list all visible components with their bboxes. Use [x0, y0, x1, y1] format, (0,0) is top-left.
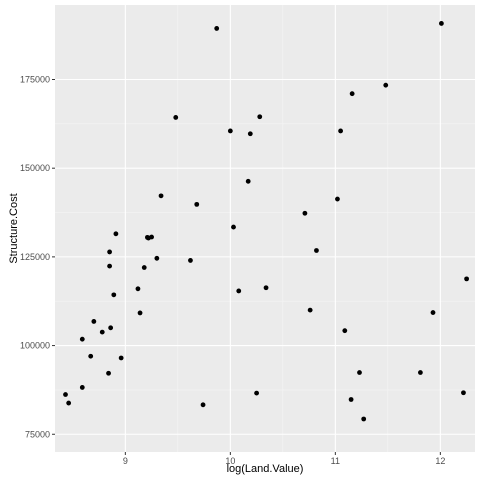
- data-point: [231, 224, 236, 230]
- plot-panel: [55, 5, 475, 452]
- data-point: [141, 265, 147, 270]
- data-point: [79, 385, 85, 390]
- data-point: [99, 329, 105, 335]
- y-tick-label: 100000: [20, 341, 50, 351]
- data-point: [236, 288, 242, 294]
- data-point: [118, 355, 124, 361]
- data-points: [63, 21, 469, 422]
- data-point: [245, 178, 251, 184]
- x-tick-label: 12: [435, 456, 445, 466]
- data-point: [194, 201, 200, 207]
- data-point: [149, 234, 155, 240]
- major-gridlines: [55, 5, 475, 452]
- y-tick-label: 125000: [20, 252, 50, 262]
- data-point: [418, 370, 423, 375]
- data-point: [349, 91, 355, 97]
- y-tick-label: 150000: [20, 163, 50, 173]
- x-tick-label: 11: [331, 456, 340, 466]
- data-point: [200, 402, 206, 408]
- data-point: [338, 128, 343, 134]
- data-point: [135, 286, 141, 292]
- data-point: [214, 26, 220, 31]
- data-point: [461, 390, 466, 396]
- data-point: [113, 231, 119, 237]
- data-point: [79, 336, 85, 342]
- data-point: [307, 307, 313, 313]
- y-tick-label: 75000: [25, 429, 50, 439]
- data-point: [137, 310, 143, 316]
- data-point: [302, 210, 308, 216]
- data-point: [63, 392, 68, 397]
- data-point: [361, 416, 367, 422]
- y-tick-label: 175000: [20, 75, 50, 85]
- data-point: [66, 400, 72, 406]
- data-point: [158, 193, 164, 199]
- data-point: [314, 248, 319, 253]
- data-point: [464, 276, 469, 282]
- data-point: [254, 390, 259, 396]
- data-point: [247, 131, 253, 137]
- data-point: [430, 310, 436, 315]
- x-tick-label: 9: [123, 456, 128, 466]
- data-point: [439, 21, 444, 26]
- data-point: [88, 353, 94, 359]
- y-axis-title: Structure.Cost: [8, 193, 20, 263]
- data-point: [383, 82, 389, 88]
- data-point: [108, 325, 114, 331]
- data-point: [154, 255, 160, 261]
- data-point: [263, 285, 269, 291]
- data-point: [107, 263, 112, 269]
- data-point: [335, 196, 340, 202]
- data-point: [111, 292, 117, 298]
- data-point: [107, 249, 112, 255]
- data-point: [106, 370, 111, 376]
- data-point: [357, 370, 362, 375]
- data-point: [227, 128, 233, 134]
- x-tick-label: 10: [225, 456, 235, 466]
- data-point: [188, 258, 193, 263]
- x-axis: 9 10 11 12: [123, 452, 445, 466]
- data-point: [257, 114, 263, 120]
- data-point: [342, 328, 348, 334]
- data-point: [173, 115, 179, 120]
- data-point: [91, 319, 97, 324]
- data-point: [348, 397, 354, 402]
- x-axis-title: log(Land.Value): [227, 463, 304, 475]
- y-axis: 75000 100000 125000 150000 175000: [20, 75, 55, 439]
